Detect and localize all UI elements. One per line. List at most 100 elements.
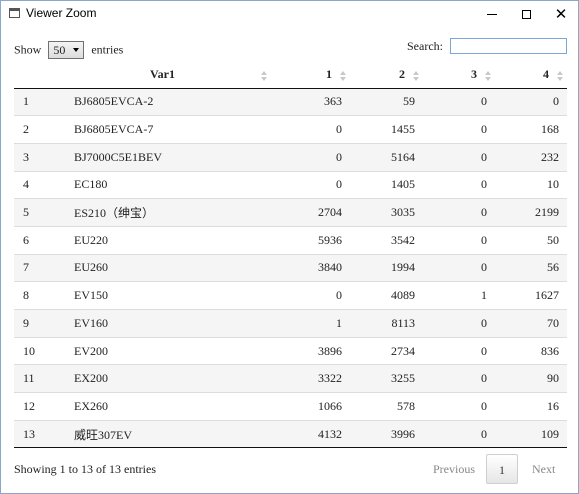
cell-var1: EX260 (66, 392, 271, 421)
entries-length-control: Show 50 entries (14, 41, 123, 59)
show-label: Show (14, 42, 42, 57)
minimize-button[interactable] (475, 1, 509, 27)
table-row: 2 BJ6805EVCA-7 0 1455 0 168 (14, 115, 567, 144)
cell-col-1: 4132 (271, 419, 350, 449)
cell-col-1: 0 (271, 281, 350, 310)
table-header-row: Var1 1 2 3 4 (14, 62, 567, 89)
header-col-2[interactable]: 2 (350, 62, 423, 89)
cell-col-3: 0 (423, 142, 495, 172)
header-col-1[interactable]: 1 (271, 62, 350, 89)
cell-col-1: 3896 (271, 336, 350, 365)
cell-index: 13 (14, 419, 66, 449)
table-controls: Show 50 entries Search: (1, 35, 578, 61)
header-col-2-label: 2 (399, 67, 405, 82)
cell-index: 8 (14, 281, 66, 310)
cell-var1: ES210（绅宝） (66, 198, 271, 227)
cell-var1: EX200 (66, 364, 271, 393)
header-var1[interactable]: Var1 (66, 62, 271, 89)
cell-col-2: 3255 (350, 364, 423, 393)
cell-col-3: 0 (423, 309, 495, 338)
data-table: Var1 1 2 3 4 (14, 62, 567, 449)
cell-var1: BJ7000C5E1BEV (66, 142, 271, 172)
maximize-button[interactable] (509, 1, 543, 27)
cell-var1: EU260 (66, 253, 271, 282)
cell-col-2: 1994 (350, 253, 423, 282)
previous-button[interactable]: Previous (433, 462, 475, 476)
sort-icon (557, 71, 563, 81)
sort-icon (485, 71, 491, 81)
cell-col-4: 10 (495, 170, 567, 199)
table-row: 4 EC180 0 1405 0 10 (14, 170, 567, 199)
cell-col-1: 1 (271, 309, 350, 338)
cell-col-2: 1455 (350, 115, 423, 144)
header-index (14, 62, 66, 89)
maximize-icon (521, 9, 531, 19)
title-bar: Viewer Zoom ✕ (1, 1, 578, 27)
cell-var1: BJ6805EVCA-2 (66, 88, 271, 116)
minimize-icon (487, 13, 497, 15)
cell-col-4: 70 (495, 309, 567, 338)
header-col-3[interactable]: 3 (423, 62, 495, 89)
cell-col-2: 578 (350, 392, 423, 421)
cell-col-1: 3322 (271, 364, 350, 393)
cell-col-3: 0 (423, 88, 495, 116)
window-app-icon (9, 8, 20, 18)
table-row: 3 BJ7000C5E1BEV 0 5164 0 232 (14, 142, 567, 172)
table-row: 5 ES210（绅宝） 2704 3035 0 2199 (14, 198, 567, 227)
table-row: 11 EX200 3322 3255 0 90 (14, 364, 567, 393)
close-icon: ✕ (554, 5, 568, 23)
cell-col-2: 1405 (350, 170, 423, 199)
chevron-down-icon (73, 48, 80, 52)
cell-index: 7 (14, 253, 66, 282)
cell-col-4: 56 (495, 253, 567, 282)
header-col-4[interactable]: 4 (495, 62, 567, 89)
cell-index: 4 (14, 170, 66, 199)
cell-var1: 威旺307EV (66, 419, 271, 449)
cell-col-3: 0 (423, 170, 495, 199)
cell-index: 12 (14, 392, 66, 421)
search-control: Search: (407, 38, 567, 55)
table-row: 10 EV200 3896 2734 0 836 (14, 336, 567, 365)
header-var1-label: Var1 (150, 67, 175, 82)
cell-col-2: 3542 (350, 225, 423, 255)
sort-icon (340, 71, 346, 81)
entries-select[interactable]: 50 (48, 41, 85, 59)
cell-index: 10 (14, 336, 66, 365)
page-1-button[interactable]: 1 (486, 454, 518, 484)
table-row: 12 EX260 1066 578 0 16 (14, 392, 567, 421)
cell-col-3: 0 (423, 115, 495, 144)
cell-col-4: 109 (495, 419, 567, 449)
cell-index: 3 (14, 142, 66, 172)
cell-index: 6 (14, 225, 66, 255)
entries-label: entries (91, 42, 124, 57)
next-button[interactable]: Next (532, 462, 556, 476)
cell-col-1: 1066 (271, 392, 350, 421)
cell-col-3: 1 (423, 281, 495, 310)
cell-col-2: 4089 (350, 281, 423, 310)
cell-var1: EV160 (66, 309, 271, 338)
cell-var1: EU220 (66, 225, 271, 255)
table-row: 6 EU220 5936 3542 0 50 (14, 225, 567, 255)
header-col-1-label: 1 (326, 67, 332, 82)
close-button[interactable]: ✕ (544, 1, 578, 27)
cell-col-4: 232 (495, 142, 567, 172)
cell-col-1: 0 (271, 115, 350, 144)
entries-select-value: 50 (53, 43, 66, 57)
cell-col-1: 0 (271, 170, 350, 199)
cell-col-3: 0 (423, 225, 495, 255)
table-row: 8 EV150 0 4089 1 1627 (14, 281, 567, 310)
table-row: 13 威旺307EV 4132 3996 0 109 (14, 419, 567, 449)
header-col-4-label: 4 (543, 67, 549, 82)
cell-col-4: 16 (495, 392, 567, 421)
cell-col-1: 363 (271, 88, 350, 116)
table-row: 7 EU260 3840 1994 0 56 (14, 253, 567, 282)
cell-col-3: 0 (423, 198, 495, 227)
window-title: Viewer Zoom (26, 6, 97, 20)
cell-col-4: 1627 (495, 281, 567, 310)
search-input[interactable] (449, 38, 567, 55)
cell-index: 9 (14, 309, 66, 338)
cell-col-3: 0 (423, 392, 495, 421)
cell-var1: EV150 (66, 281, 271, 310)
table-row: 1 BJ6805EVCA-2 363 59 0 0 (14, 88, 567, 116)
cell-var1: EC180 (66, 170, 271, 199)
